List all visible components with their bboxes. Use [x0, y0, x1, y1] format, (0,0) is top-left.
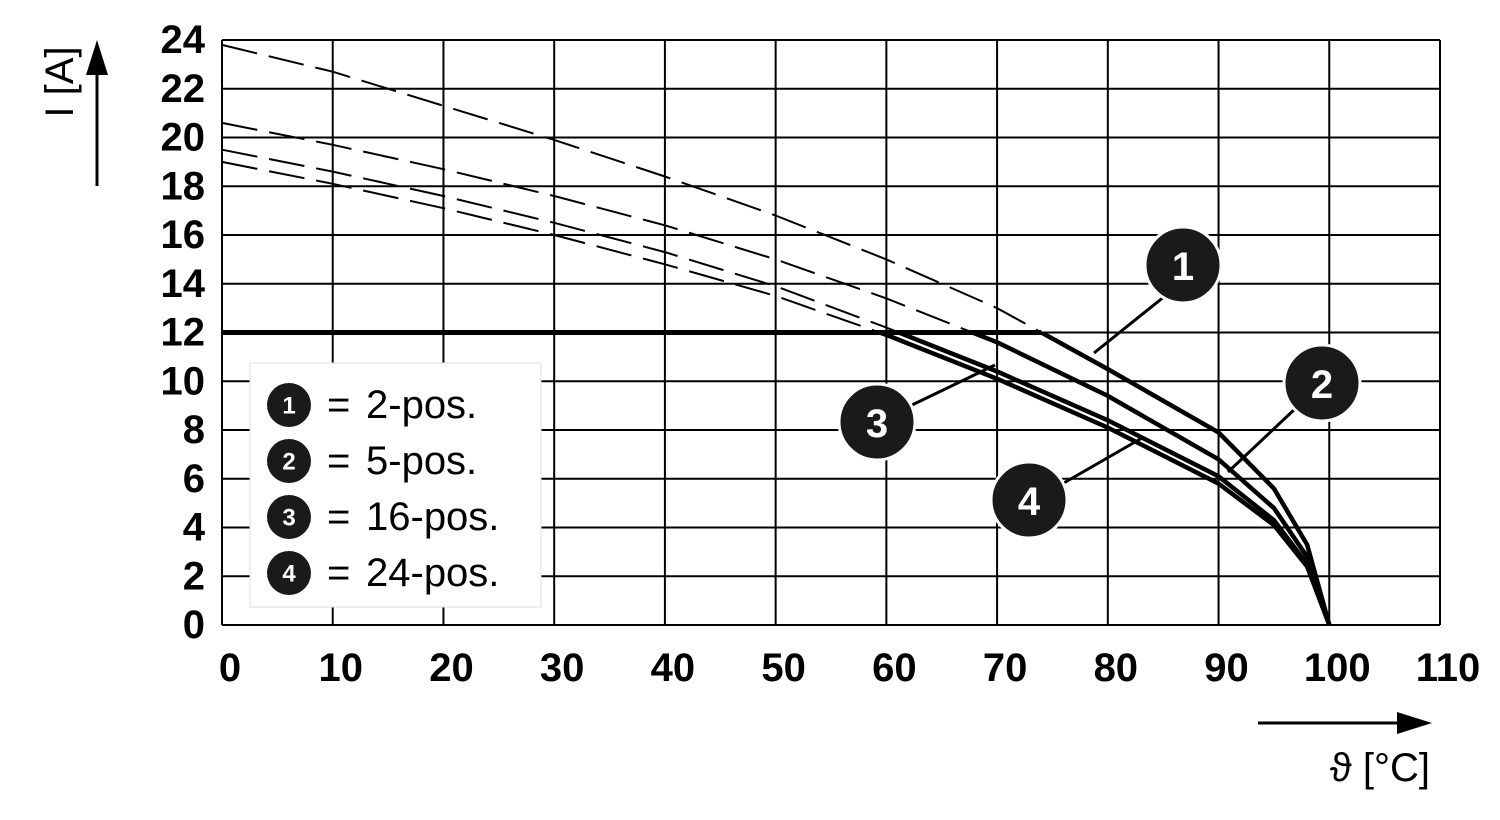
label-circle	[1282, 343, 1362, 423]
legend-label: 2-pos.	[366, 383, 477, 427]
y-axis-label: I [A]	[38, 46, 82, 117]
curve-label: 1	[1172, 245, 1194, 289]
y-tick-label: 24	[161, 18, 206, 62]
series-line	[966, 332, 1332, 626]
leader-line	[1226, 406, 1298, 474]
x-axis-label: ϑ [°C]	[1330, 746, 1430, 790]
curve-labels: 1 2 3 4	[837, 225, 1362, 540]
curve-label: 2	[1311, 363, 1333, 407]
y-tick-label: 20	[161, 116, 206, 160]
x-tick-label: 70	[983, 646, 1028, 690]
legend-separator: =	[327, 551, 350, 595]
y-tick-label: 0	[183, 603, 205, 647]
curves	[221, 43, 1332, 626]
y-tick-label: 12	[161, 311, 206, 355]
legend-label: 16-pos.	[366, 495, 499, 539]
curve-label: 4	[1018, 480, 1041, 524]
x-tick-label: 80	[1094, 646, 1139, 690]
legend-marker	[267, 551, 311, 595]
legend-separator: =	[327, 495, 350, 539]
label-circle	[989, 460, 1069, 540]
y-arrow-head	[86, 40, 108, 75]
x-tick-label: 90	[1204, 646, 1249, 690]
y-tick-label: 22	[161, 67, 206, 111]
x-tick-label: 30	[540, 646, 585, 690]
series-line	[892, 332, 1332, 626]
y-tick-label: 4	[183, 506, 206, 550]
leader-line	[1093, 294, 1166, 355]
y-tick-label: 8	[183, 408, 205, 452]
label-circle	[837, 382, 917, 462]
x-tick-label: 20	[429, 646, 474, 690]
x-arrow-head	[1397, 712, 1432, 734]
series-line	[1036, 332, 1332, 626]
y-tick-label: 18	[161, 164, 206, 208]
legend-marker	[267, 495, 311, 539]
x-tick-label: 60	[872, 646, 917, 690]
leader-line	[911, 363, 996, 407]
x-tick-label: 40	[651, 646, 696, 690]
leader-line	[1061, 436, 1143, 486]
y-tick-label: 6	[183, 457, 205, 501]
y-tick-label: 2	[183, 554, 205, 598]
x-tick-label: 0	[219, 646, 241, 690]
legend-marker-label: 3	[282, 505, 295, 532]
legend: 1 = 2-pos. 2 = 5-pos. 3 = 16-pos. 4 = 24-pos.	[267, 383, 499, 595]
x-tick-label: 100	[1304, 646, 1371, 690]
legend-label: 5-pos.	[366, 439, 477, 483]
y-tick-label: 14	[161, 262, 206, 306]
curve-label: 3	[866, 402, 888, 446]
legend-separator: =	[327, 383, 350, 427]
legend-marker	[267, 439, 311, 483]
legend-label: 24-pos.	[366, 551, 499, 595]
legend-marker-label: 4	[282, 561, 296, 588]
y-tick-label: 10	[161, 359, 206, 403]
legend-marker-label: 2	[282, 449, 295, 476]
legend-marker-label: 1	[282, 393, 295, 420]
y-tick-label: 16	[161, 213, 206, 257]
legend-separator: =	[327, 439, 350, 483]
legend-marker	[267, 383, 311, 427]
x-tick-label: 50	[761, 646, 806, 690]
x-tick-label: 10	[318, 646, 363, 690]
label-circle	[1143, 225, 1223, 305]
x-tick-label: 110	[1416, 646, 1481, 690]
